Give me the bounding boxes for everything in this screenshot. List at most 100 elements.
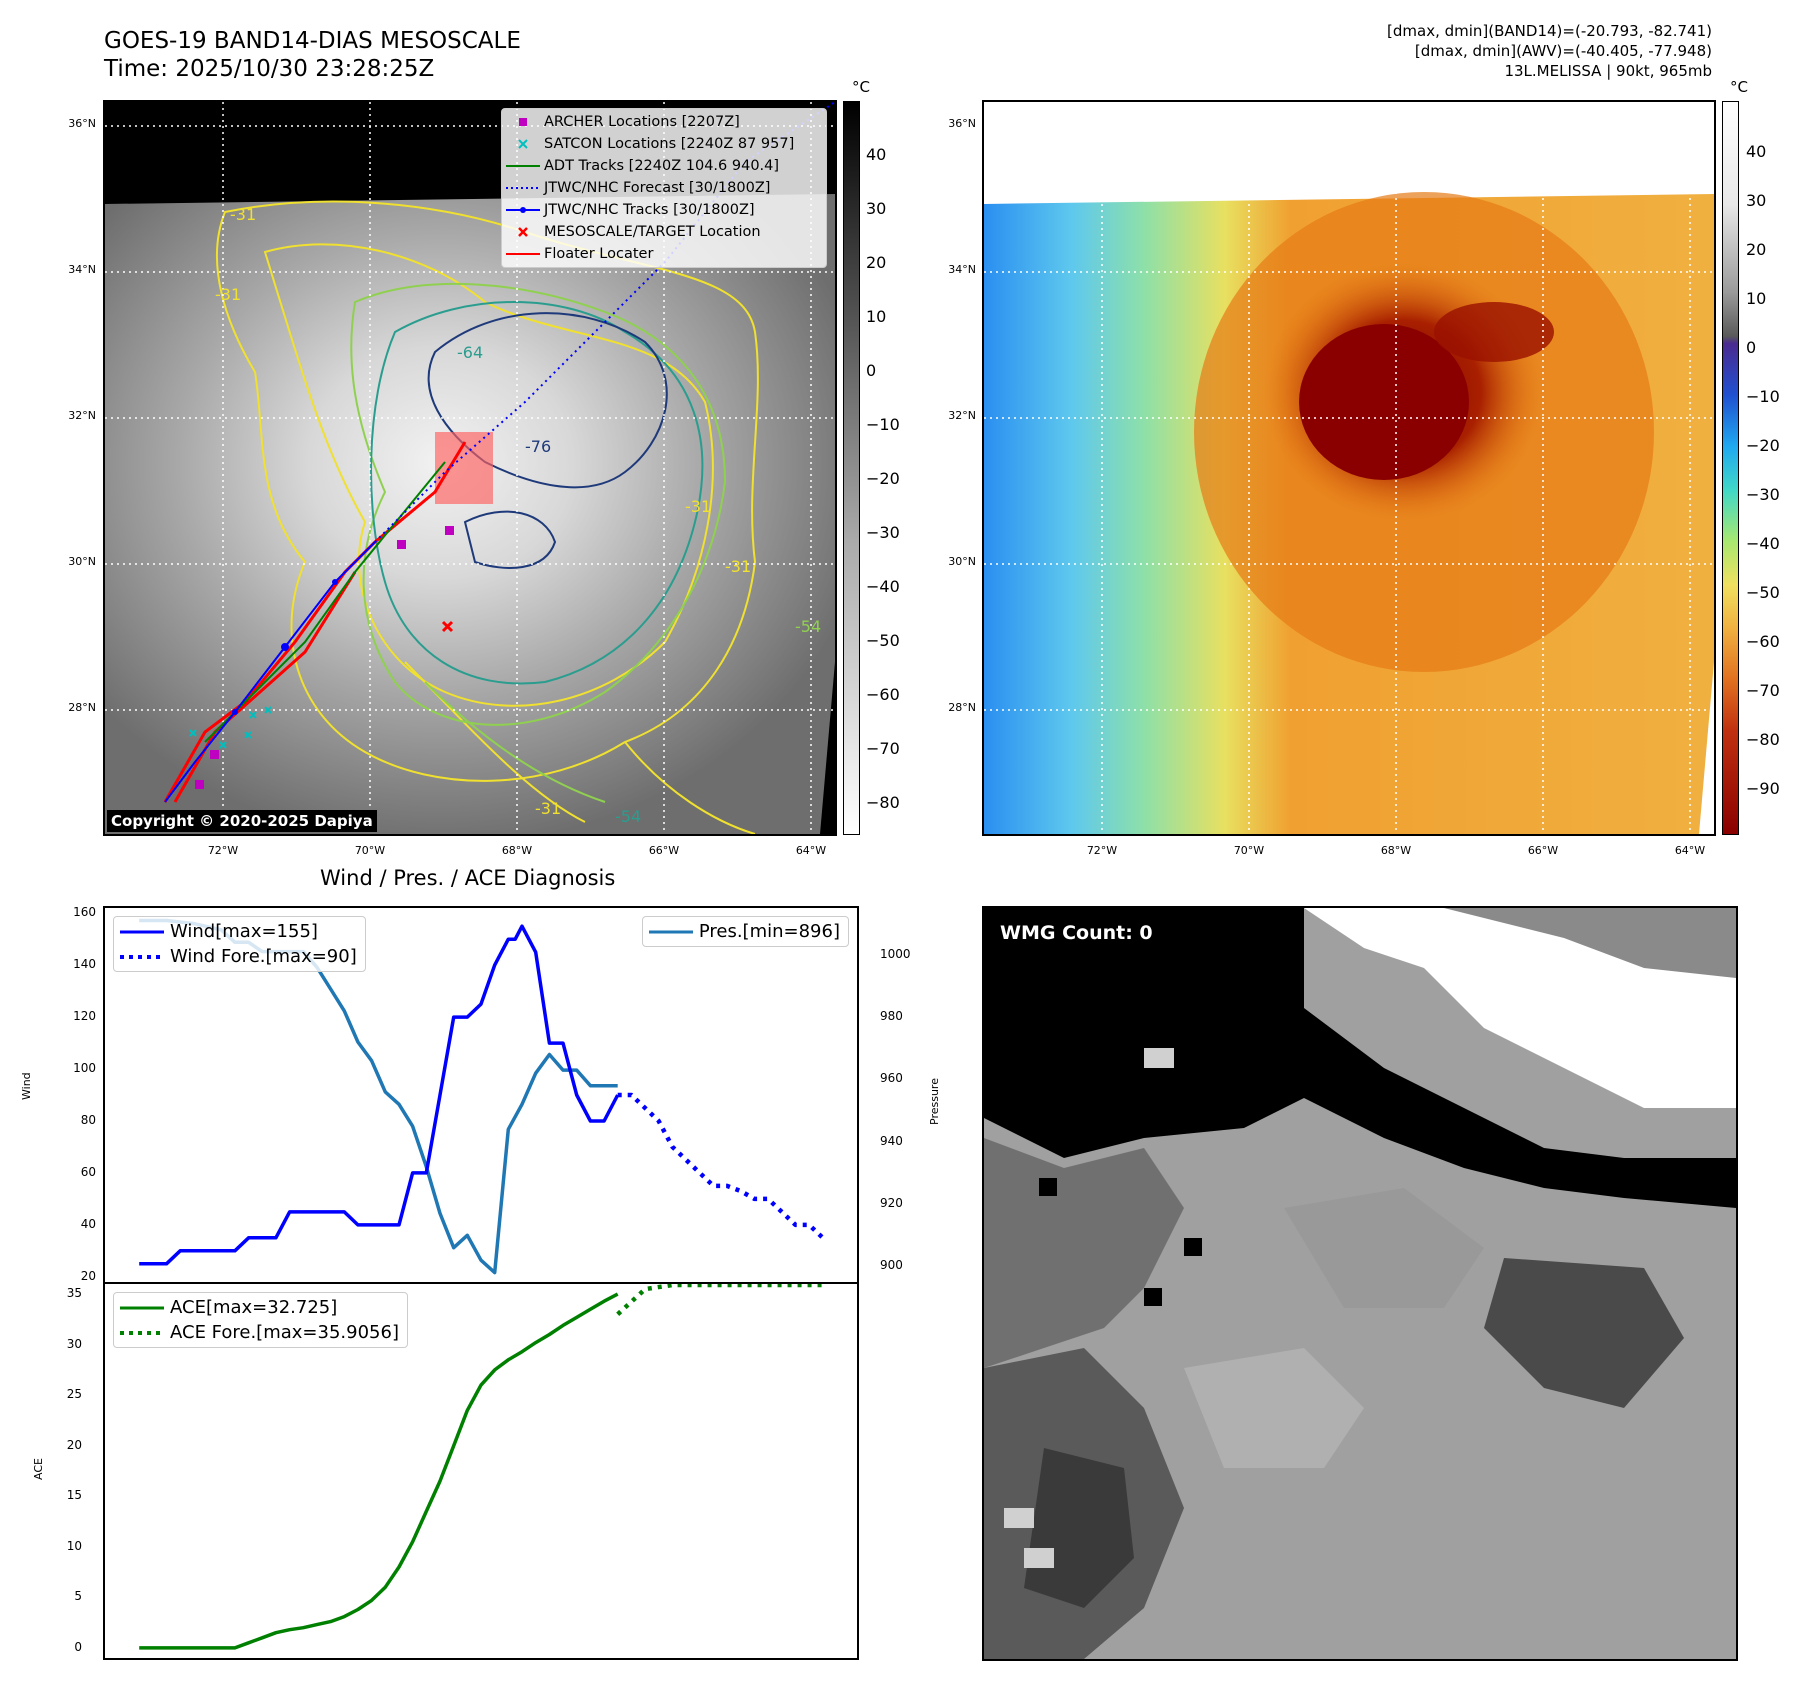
- archer-location: [210, 750, 219, 759]
- legend-item: MESOSCALE/TARGET Location: [502, 221, 826, 243]
- wind-tick: 100: [73, 1061, 96, 1076]
- wind-axis-label: Wind: [20, 1072, 33, 1100]
- ace-plot: [139, 1284, 823, 1650]
- ace-tick: 35: [66, 1286, 82, 1301]
- ace-tick: 0: [74, 1639, 82, 1654]
- wmg-svg: [984, 908, 1736, 1659]
- legend-label: Pres.[min=896]: [698, 921, 840, 942]
- legend-item: Wind Fore.[max=90]: [114, 944, 357, 969]
- colorbar-color-tick: −30: [1746, 485, 1780, 504]
- colorbar-color-tick: −80: [1746, 730, 1780, 749]
- lon-label: 64°W: [795, 844, 827, 857]
- wind-tick: 160: [73, 905, 96, 920]
- floater-track: [163, 441, 467, 803]
- legend-label: Wind[max=155]: [170, 921, 318, 942]
- wind-tick: 120: [73, 1009, 96, 1024]
- contour-label: -76: [525, 437, 551, 456]
- wind-legend: Wind[max=155] Wind Fore.[max=90]: [113, 916, 366, 972]
- legend-line-icon: [648, 930, 693, 933]
- map-grid: [984, 102, 1714, 834]
- legend-dotted-icon: [120, 954, 164, 959]
- lon-label: 70°W: [1233, 844, 1265, 857]
- lat-label: 30°N: [948, 555, 976, 568]
- colorbar-color-tick: 30: [1746, 191, 1767, 210]
- legend-label: Wind Fore.[max=90]: [170, 946, 357, 967]
- colorbar-gray-tick: 0: [866, 361, 877, 380]
- lon-label: 70°W: [354, 844, 386, 857]
- legend-label: ACE[max=32.725]: [170, 1297, 338, 1318]
- colorbar-color-tick: −40: [1746, 534, 1780, 553]
- contour-label: -54: [795, 617, 821, 636]
- colorbar-gray-tick: 20: [866, 253, 887, 272]
- lat-label: 30°N: [68, 555, 96, 568]
- contour-labels: -31 -31 -64 -76 -31 -54 -31 -54 -31: [215, 205, 821, 826]
- colorbar-color-tick: −10: [1746, 387, 1780, 406]
- contour-label: -54: [615, 807, 641, 826]
- colorbar-gray-tick: 40: [866, 145, 887, 164]
- contour-green: [350, 282, 727, 803]
- satcon-locations: [189, 706, 272, 749]
- legend-label: MESOSCALE/TARGET Location: [544, 224, 761, 240]
- lat-label: 36°N: [68, 117, 96, 130]
- mesoscale-target: [441, 620, 454, 633]
- legend-item: SATCON Locations [2240Z 87 957]: [502, 133, 826, 155]
- wind-tick: 40: [80, 1216, 96, 1231]
- legend-item: JTWC/NHC Forecast [30/1800Z]: [502, 177, 826, 199]
- colorbar-color-tick: 0: [1746, 338, 1757, 357]
- chart-title: GOES-19 BAND14-DIAS MESOSCALE: [104, 28, 521, 54]
- colorbar-color-tick: −60: [1746, 632, 1780, 651]
- pressure-tick: 920: [880, 1196, 903, 1211]
- lat-label: 34°N: [948, 263, 976, 276]
- floater-track-2: [173, 571, 357, 803]
- colorbar-color-tick: −50: [1746, 583, 1780, 602]
- colorbar-gray-tick: 10: [866, 307, 887, 326]
- colorbar-gray-tick: −80: [866, 793, 900, 812]
- lat-label: 36°N: [948, 117, 976, 130]
- legend-line-icon: [120, 930, 164, 933]
- colorbar-color-tick: 20: [1746, 240, 1767, 259]
- legend-item: JTWC/NHC Tracks [30/1800Z]: [502, 199, 826, 221]
- pressure-tick: 940: [880, 1133, 903, 1148]
- pressure-tick: 900: [880, 1258, 903, 1273]
- legend-label: JTWC/NHC Forecast [30/1800Z]: [544, 180, 771, 196]
- pressure-legend: Pres.[min=896]: [641, 916, 849, 947]
- colorbar-gray: [843, 101, 860, 835]
- colorbar-unit: °C: [1730, 78, 1748, 96]
- legend-item: Wind[max=155]: [114, 919, 357, 944]
- series-line-wind: [139, 924, 620, 1266]
- ace-panel: ACE[max=32.725] ACE Fore.[max=35.9056]: [103, 1282, 859, 1660]
- legend-line-dot-icon: [506, 207, 540, 213]
- colorbar-color-tick: 10: [1746, 289, 1767, 308]
- ir-color-map: [982, 100, 1716, 836]
- colorbar-gray-tick: −70: [866, 739, 900, 758]
- map-legend: ARCHER Locations [2207Z] SATCON Location…: [501, 108, 827, 268]
- colorbar-color-tick: −90: [1746, 779, 1780, 798]
- ace-legend: ACE[max=32.725] ACE Fore.[max=35.9056]: [113, 1292, 408, 1348]
- legend-x-icon: [518, 139, 528, 149]
- legend-label: ARCHER Locations [2207Z]: [544, 114, 740, 130]
- colorbar-color-tick: 40: [1746, 142, 1767, 161]
- lat-label: 32°N: [68, 409, 96, 422]
- lon-label: 68°W: [501, 844, 533, 857]
- colorbar-gray-tick: −40: [866, 577, 900, 596]
- series-line-wind-fore-: [617, 1092, 825, 1240]
- legend-line-icon: [120, 1306, 164, 1309]
- legend-item: Floater Locater: [502, 243, 826, 265]
- colorbar-color-tick: −20: [1746, 436, 1780, 455]
- legend-label: JTWC/NHC Tracks [30/1800Z]: [544, 202, 755, 218]
- colorbar-gray-tick: −60: [866, 685, 900, 704]
- lon-label: 72°W: [207, 844, 239, 857]
- series-line-pres-: [139, 918, 618, 1275]
- ace-tick: 20: [66, 1437, 82, 1452]
- colorbar-gray-tick: −20: [866, 469, 900, 488]
- diagnosis-title: Wind / Pres. / ACE Diagnosis: [320, 866, 616, 890]
- pressure-axis-label: Pressure: [928, 1078, 941, 1125]
- pressure-tick: 1000: [880, 946, 911, 961]
- legend-dotted-icon: [120, 1330, 164, 1335]
- legend-line-icon: [506, 253, 540, 255]
- ace-tick: 15: [66, 1488, 82, 1503]
- legend-label: Floater Locater: [544, 246, 654, 262]
- info-band14: [dmax, dmin](BAND14)=(-20.793, -82.741): [1387, 22, 1712, 40]
- jtwc-point: [332, 579, 338, 585]
- info-awv: [dmax, dmin](AWV)=(-40.405, -77.948): [1414, 42, 1712, 60]
